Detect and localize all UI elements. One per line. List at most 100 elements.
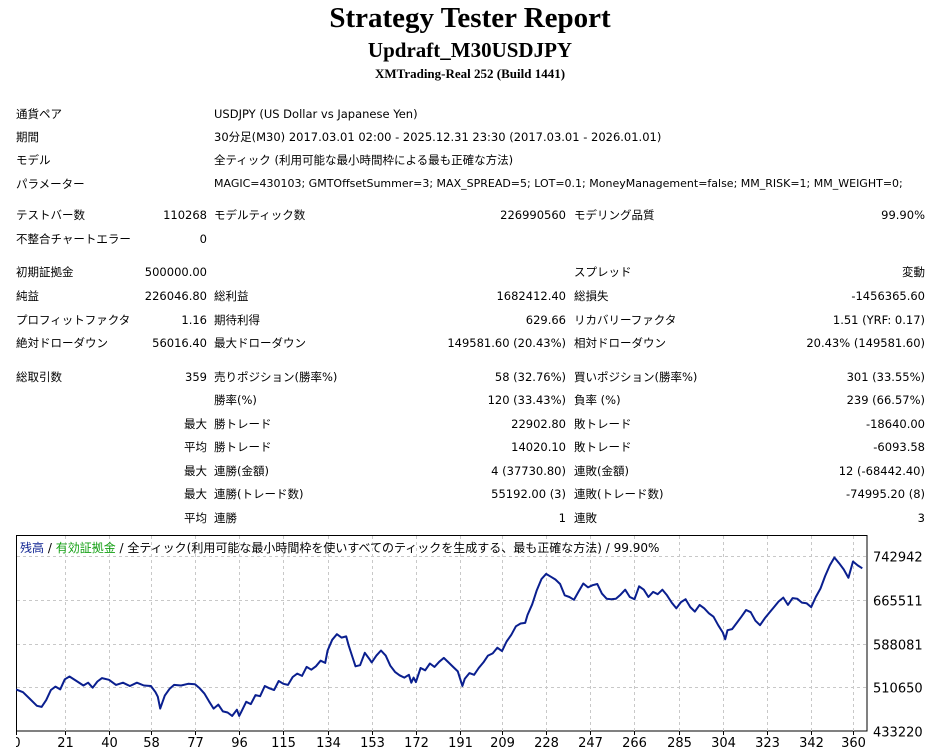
period-label: 期間 bbox=[16, 130, 39, 144]
loss-pct-label: 負率 (%) bbox=[574, 393, 621, 407]
period-value: 30分足(M30) 2017.03.01 02:00 - 2025.12.31 … bbox=[214, 130, 662, 144]
cons-losses-money-label: 連敗(金額) bbox=[574, 464, 629, 478]
balance-line bbox=[16, 556, 863, 717]
params-value: MAGIC=430103; GMTOffsetSummer=3; MAX_SPR… bbox=[214, 177, 903, 190]
y-tick-label: 510650 bbox=[873, 682, 923, 697]
pf-value: 1.16 bbox=[181, 313, 207, 327]
x-tick-label: 134 bbox=[316, 736, 341, 750]
x-tick-label: 115 bbox=[271, 736, 296, 750]
x-tick-label: 228 bbox=[534, 736, 559, 750]
x-tick-label: 21 bbox=[57, 736, 74, 750]
y-tick-label: 742942 bbox=[873, 551, 923, 566]
symbol-label: 通貨ペア bbox=[16, 107, 62, 121]
spread-value: 変動 bbox=[902, 265, 925, 279]
x-tick-label: 0 bbox=[16, 736, 21, 750]
expected-label: 期待利得 bbox=[214, 313, 260, 327]
params-label: パラメーター bbox=[16, 177, 85, 191]
x-tick-label: 285 bbox=[667, 736, 692, 750]
rel-dd-label: 相対ドローダウン bbox=[574, 336, 666, 350]
chart-canvas: 742942 665511 588081 510650 433220 0 21 40 58 77 9… bbox=[16, 535, 923, 750]
cons-losses-money-value: 12 (-68442.40) bbox=[838, 464, 925, 478]
avg-cons-losses-value: 3 bbox=[917, 511, 925, 525]
largest-win-label: 勝トレード bbox=[214, 417, 272, 431]
deposit-label: 初期証拠金 bbox=[16, 265, 74, 279]
abs-dd-label: 絶対ドローダウン bbox=[16, 336, 108, 350]
avg-cons-wins-value: 1 bbox=[558, 511, 566, 525]
x-tick-label: 153 bbox=[360, 736, 385, 750]
quality-label: モデリング品質 bbox=[574, 208, 655, 222]
spread-label: スプレッド bbox=[574, 265, 632, 279]
plot-frame bbox=[16, 535, 868, 732]
legend-description: 全ティック(利用可能な最小時間枠を使いすべてのティックを生成する、最も正確な方法… bbox=[127, 541, 660, 555]
short-label: 売りポジション(勝率%) bbox=[214, 370, 338, 384]
loss-pct-value: 239 (66.57%) bbox=[846, 393, 925, 407]
cons-wins-money-value: 4 (37730.80) bbox=[491, 464, 566, 478]
expected-value: 629.66 bbox=[525, 313, 566, 327]
chart-legend: 残高 / 有効証拠金 / 全ティック(利用可能な最小時間枠を使いすべてのティック… bbox=[20, 539, 659, 556]
x-tick-label: 58 bbox=[143, 736, 160, 750]
cons-profit-value: 55192.00 (3) bbox=[491, 487, 566, 501]
avg-cons-losses-label: 連敗 bbox=[574, 511, 597, 525]
x-tick-label: 360 bbox=[841, 736, 866, 750]
balance-chart: 742942 665511 588081 510650 433220 0 21 40 58 77 9… bbox=[16, 535, 940, 750]
largest-loss-value: -18640.00 bbox=[865, 417, 925, 431]
trades-value: 359 bbox=[185, 370, 207, 384]
symbol-value: USDJPY (US Dollar vs Japanese Yen) bbox=[214, 107, 418, 121]
trades-label: 総取引数 bbox=[16, 370, 62, 384]
legend-equity: 有効証拠金 bbox=[55, 541, 116, 555]
report-title: Strategy Tester Report bbox=[329, 2, 611, 34]
max-dd-value: 149581.60 (20.43%) bbox=[447, 336, 566, 350]
avg-cons-wins-label: 連勝 bbox=[214, 511, 237, 525]
gross-profit-value: 1682412.40 bbox=[496, 289, 566, 303]
ticks-label: モデルティック数 bbox=[214, 208, 306, 222]
server-info: XMTrading-Real 252 (Build 1441) bbox=[374, 66, 566, 81]
short-value: 58 (32.76%) bbox=[494, 370, 566, 384]
largest-prefix: 最大 bbox=[184, 417, 207, 431]
largest-win-value: 22902.80 bbox=[511, 417, 566, 431]
net-value: 226046.80 bbox=[144, 289, 207, 303]
win-pct-label: 勝率(%) bbox=[214, 393, 257, 407]
net-label: 純益 bbox=[16, 289, 39, 303]
y-tick-label: 433220 bbox=[873, 726, 923, 741]
avg-cons-prefix: 平均 bbox=[184, 511, 207, 525]
max-cons-count-prefix: 最大 bbox=[184, 487, 207, 501]
pf-label: プロフィットファクタ bbox=[16, 313, 131, 327]
max-cons-money-prefix: 最大 bbox=[184, 464, 207, 478]
legend-sep: / bbox=[115, 541, 128, 555]
max-dd-label: 最大ドローダウン bbox=[214, 336, 306, 350]
long-label: 買いポジション(勝率%) bbox=[574, 370, 698, 384]
mismatch-label: 不整合チャートエラー bbox=[16, 232, 131, 246]
x-tick-label: 96 bbox=[231, 736, 248, 750]
y-tick-label: 665511 bbox=[873, 595, 923, 610]
model-label: モデル bbox=[16, 153, 51, 167]
cons-loss-value: -74995.20 (8) bbox=[846, 487, 925, 501]
report-subtitle: Updraft_M30USDJPY bbox=[367, 38, 573, 62]
bars-value: 110268 bbox=[163, 208, 207, 222]
quality-value: 99.90% bbox=[881, 208, 925, 222]
x-tick-label: 304 bbox=[711, 736, 736, 750]
x-tick-label: 209 bbox=[490, 736, 515, 750]
bars-label: テストバー数 bbox=[16, 208, 85, 222]
gross-loss-value: -1456365.60 bbox=[851, 289, 925, 303]
x-tick-label: 247 bbox=[578, 736, 603, 750]
ticks-value: 226990560 bbox=[500, 208, 566, 222]
avg-loss-value: -6093.58 bbox=[873, 440, 925, 454]
x-tick-label: 172 bbox=[404, 736, 429, 750]
x-tick-label: 342 bbox=[799, 736, 824, 750]
avg-loss-label: 敗トレード bbox=[574, 440, 632, 454]
abs-dd-value: 56016.40 bbox=[152, 336, 207, 350]
average-prefix: 平均 bbox=[184, 440, 207, 454]
mismatch-value: 0 bbox=[199, 232, 207, 246]
avg-win-label: 勝トレード bbox=[214, 440, 272, 454]
model-value: 全ティック (利用可能な最小時間枠による最も正確な方法) bbox=[214, 153, 514, 167]
x-tick-label: 191 bbox=[448, 736, 473, 750]
x-tick-label: 323 bbox=[755, 736, 780, 750]
legend-balance: 残高 bbox=[20, 541, 45, 555]
rel-dd-value: 20.43% (149581.60) bbox=[806, 336, 925, 350]
y-tick-label: 588081 bbox=[873, 639, 923, 654]
x-tick-label: 77 bbox=[187, 736, 204, 750]
recovery-value: 1.51 (YRF: 0.17) bbox=[832, 313, 925, 327]
x-tick-label: 266 bbox=[622, 736, 647, 750]
recovery-label: リカバリーファクタ bbox=[574, 313, 677, 327]
deposit-value: 500000.00 bbox=[144, 265, 207, 279]
